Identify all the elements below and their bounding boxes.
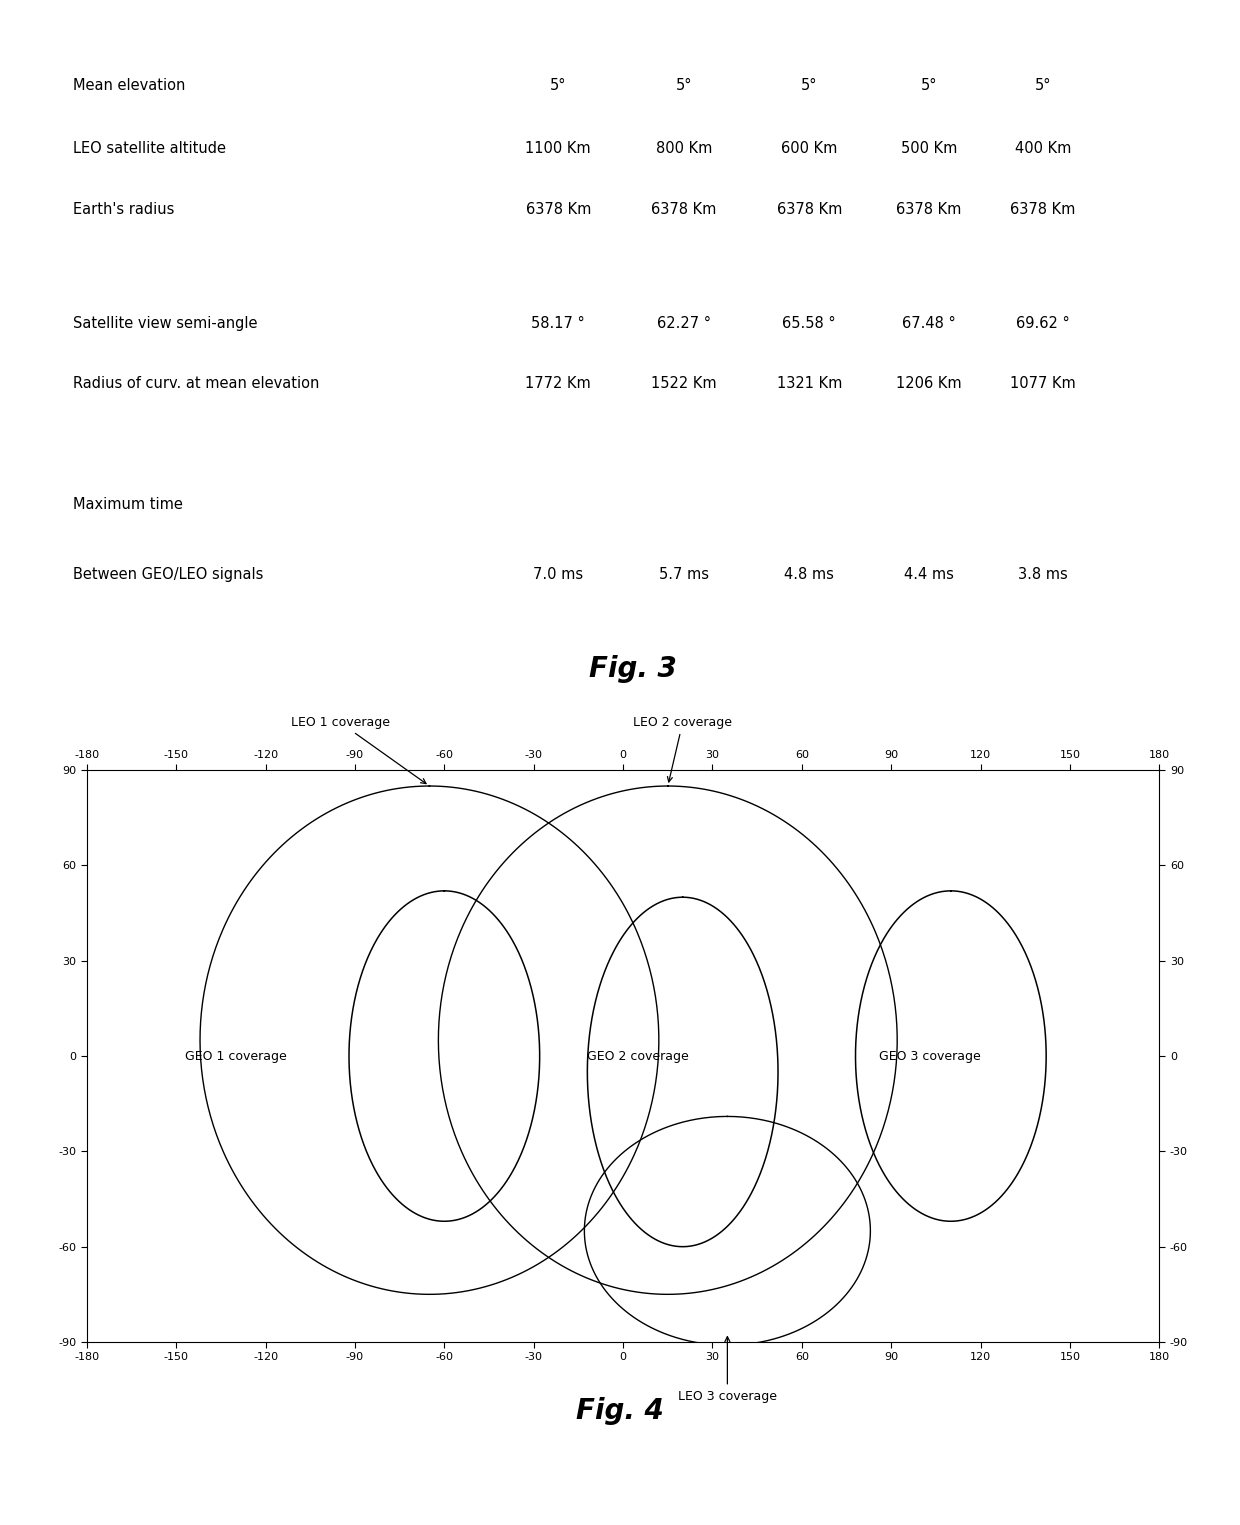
Text: GEO 1 coverage: GEO 1 coverage <box>185 1049 286 1063</box>
Text: 6378 Km: 6378 Km <box>897 201 962 217</box>
Text: 1100 Km: 1100 Km <box>526 142 591 157</box>
Text: Radius of curv. at mean elevation: Radius of curv. at mean elevation <box>73 377 320 392</box>
Text: 6378 Km: 6378 Km <box>651 201 717 217</box>
Text: 6378 Km: 6378 Km <box>1011 201 1076 217</box>
Text: 1772 Km: 1772 Km <box>526 377 591 392</box>
Text: Earth's radius: Earth's radius <box>73 201 175 217</box>
Text: 1522 Km: 1522 Km <box>651 377 717 392</box>
Text: LEO satellite altitude: LEO satellite altitude <box>73 142 227 157</box>
Text: GEO 2 coverage: GEO 2 coverage <box>588 1049 689 1063</box>
Text: 800 Km: 800 Km <box>656 142 712 157</box>
Text: 4.4 ms: 4.4 ms <box>904 567 954 583</box>
Text: 69.62 °: 69.62 ° <box>1017 316 1070 331</box>
Text: 65.58 °: 65.58 ° <box>782 316 836 331</box>
Text: LEO 3 coverage: LEO 3 coverage <box>678 1336 777 1403</box>
Text: Satellite view semi-angle: Satellite view semi-angle <box>73 316 258 331</box>
Text: 67.48 °: 67.48 ° <box>903 316 956 331</box>
Text: 3.8 ms: 3.8 ms <box>1018 567 1068 583</box>
Text: 7.0 ms: 7.0 ms <box>533 567 583 583</box>
Text: Fig. 4: Fig. 4 <box>577 1397 663 1424</box>
Text: 500 Km: 500 Km <box>900 142 957 157</box>
Text: Mean elevation: Mean elevation <box>73 78 186 93</box>
Text: 5°: 5° <box>551 78 567 93</box>
Text: 4.8 ms: 4.8 ms <box>784 567 835 583</box>
Text: GEO 3 coverage: GEO 3 coverage <box>879 1049 981 1063</box>
Text: Between GEO/LEO signals: Between GEO/LEO signals <box>73 567 264 583</box>
Text: 6378 Km: 6378 Km <box>526 201 591 217</box>
Text: 5°: 5° <box>801 78 817 93</box>
Text: 1077 Km: 1077 Km <box>1011 377 1076 392</box>
Text: 58.17 °: 58.17 ° <box>532 316 585 331</box>
Text: 5.7 ms: 5.7 ms <box>658 567 709 583</box>
Text: Maximum time: Maximum time <box>73 497 184 512</box>
Text: 1321 Km: 1321 Km <box>776 377 842 392</box>
Text: 5°: 5° <box>676 78 692 93</box>
Text: LEO 1 coverage: LEO 1 coverage <box>290 715 427 784</box>
Text: 5°: 5° <box>1035 78 1052 93</box>
Text: 5°: 5° <box>921 78 937 93</box>
Text: 1206 Km: 1206 Km <box>897 377 962 392</box>
Text: LEO 2 coverage: LEO 2 coverage <box>634 715 732 782</box>
Text: Fig. 3: Fig. 3 <box>589 654 676 683</box>
Text: 6378 Km: 6378 Km <box>776 201 842 217</box>
Text: 400 Km: 400 Km <box>1014 142 1071 157</box>
Text: 62.27 °: 62.27 ° <box>657 316 711 331</box>
Text: 600 Km: 600 Km <box>781 142 837 157</box>
